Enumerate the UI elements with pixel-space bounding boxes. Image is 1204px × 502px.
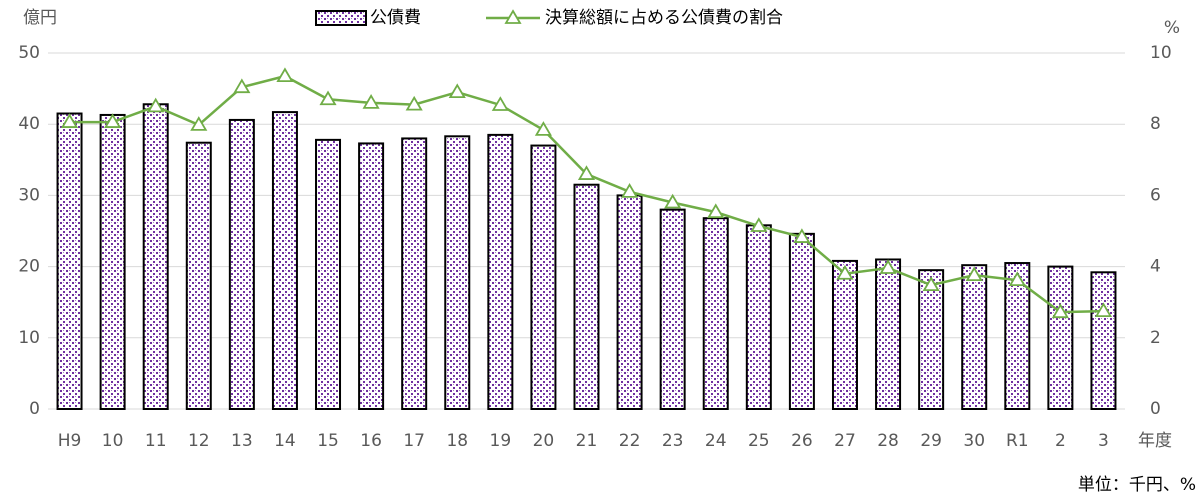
legend-marker — [504, 9, 522, 24]
line-marker — [276, 67, 294, 83]
y2-tick-label: 0 — [1150, 399, 1161, 419]
line-marker — [577, 165, 596, 180]
x-tick-label: 19 — [490, 431, 512, 451]
y-tick-label: 10 — [18, 328, 40, 348]
x-tick-label: 11 — [145, 431, 167, 451]
legend-label: 公債費 — [370, 8, 421, 28]
line-marker — [707, 203, 725, 219]
line-marker — [750, 217, 768, 232]
legend-swatch — [315, 10, 367, 26]
bar — [401, 137, 428, 410]
bar — [99, 113, 126, 410]
line-marker — [448, 83, 466, 99]
bar — [831, 259, 858, 410]
line-marker — [1008, 271, 1026, 287]
x-tick-label: 22 — [619, 431, 641, 451]
y-tick-label: 20 — [18, 257, 40, 277]
bar — [185, 141, 212, 410]
line-marker — [190, 116, 208, 131]
x-tick-label: R1 — [1006, 431, 1029, 451]
bar — [961, 264, 988, 410]
bar — [444, 135, 471, 411]
bar — [875, 258, 902, 411]
x-tick-label: 25 — [748, 431, 770, 451]
bar — [358, 142, 385, 410]
x-tick-label: 21 — [576, 431, 598, 451]
legend: 公債費 決算総額に占める公債費の割合 — [315, 8, 783, 28]
line-marker — [491, 96, 509, 111]
bar — [487, 133, 514, 410]
bar — [142, 103, 169, 410]
x-tick-label: 30 — [963, 431, 985, 451]
x-tick-label: 18 — [446, 431, 468, 451]
line-marker — [147, 97, 165, 113]
bar — [659, 208, 686, 410]
x-tick-label: 10 — [102, 431, 124, 451]
x-tick-label: 29 — [920, 431, 942, 451]
line-marker — [60, 113, 79, 128]
x-tick-label: 17 — [403, 431, 425, 451]
bar — [271, 111, 298, 410]
y2-tick-label: 4 — [1150, 257, 1161, 277]
y2-tick-label: 10 — [1150, 43, 1172, 63]
line-marker — [1051, 303, 1069, 319]
y2-tick-label: 2 — [1150, 328, 1161, 348]
bar — [745, 224, 772, 410]
x-tick-label: 12 — [188, 431, 210, 451]
line-marker — [104, 113, 122, 128]
x-tick-label: 13 — [231, 431, 253, 451]
unit-note: 単位：千円、% — [1078, 475, 1196, 495]
x-tick-label: 24 — [705, 431, 727, 451]
y-tick-label: 0 — [29, 399, 40, 419]
x-tick-label: 3 — [1098, 431, 1109, 451]
line-marker — [362, 94, 380, 109]
x-axis-label: 年度 — [1138, 431, 1172, 451]
x-tick-label: 27 — [834, 431, 856, 451]
bar — [315, 138, 342, 410]
line-marker — [965, 266, 983, 282]
bar — [1047, 265, 1074, 410]
y2-tick-label: 6 — [1150, 185, 1161, 205]
bar — [530, 144, 557, 410]
x-tick-label: 16 — [360, 431, 382, 451]
x-tick-label: 2 — [1055, 431, 1066, 451]
bar — [56, 112, 83, 411]
line-marker — [836, 264, 854, 280]
bar — [788, 232, 815, 410]
bar — [1090, 271, 1117, 410]
bar — [918, 269, 945, 410]
bar — [573, 183, 600, 410]
y-tick-label: 50 — [18, 43, 40, 63]
line-marker — [793, 228, 811, 243]
line-marker — [879, 259, 897, 274]
legend-label: 決算総額に占める公債費の割合 — [545, 8, 783, 28]
line-marker — [922, 276, 940, 292]
line-marker — [664, 193, 682, 209]
x-tick-label: 26 — [791, 431, 813, 451]
x-tick-label: H9 — [58, 431, 82, 451]
x-tick-label: 14 — [274, 431, 296, 451]
x-tick-label: 28 — [877, 431, 899, 451]
y2-axis-label: % — [1164, 18, 1180, 38]
y-tick-label: 40 — [18, 114, 40, 134]
x-tick-label: 20 — [533, 431, 555, 451]
x-tick-label: 15 — [317, 431, 339, 451]
line-marker — [405, 95, 423, 111]
bar — [228, 118, 255, 410]
y2-tick-label: 8 — [1150, 114, 1161, 134]
line-marker — [233, 78, 251, 94]
bar — [616, 194, 643, 410]
line-marker — [621, 183, 639, 198]
bar — [702, 217, 729, 410]
x-tick-label: 23 — [662, 431, 684, 451]
line-marker — [319, 90, 337, 106]
line-marker — [1094, 302, 1113, 318]
line-marker — [534, 121, 552, 136]
y-tick-label: 30 — [18, 185, 40, 205]
y-axis-label: 億円 — [23, 8, 57, 28]
